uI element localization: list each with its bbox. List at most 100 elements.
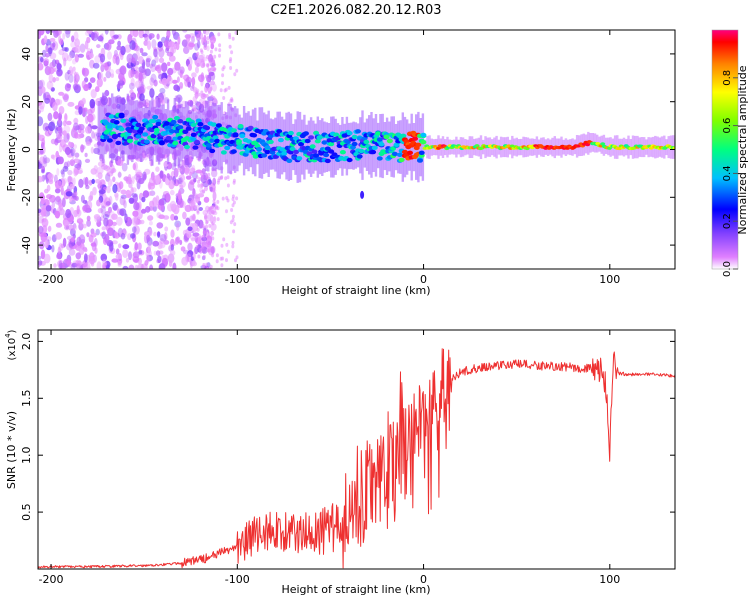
- spectrogram-cell: [97, 208, 104, 214]
- spectrogram-y-tick-label: -20: [20, 188, 33, 206]
- spectrogram-cell: [61, 170, 65, 178]
- spectrogram-cell: [277, 137, 284, 143]
- spectrogram-cell: [216, 199, 220, 204]
- spectrogram-cell: [159, 170, 164, 179]
- spectrogram-cell: [197, 183, 201, 188]
- spectrogram-cell: [78, 123, 85, 131]
- spectrogram-cell: [210, 205, 214, 210]
- spectrogram-cell: [125, 189, 131, 199]
- spectrogram-cell: [230, 128, 237, 133]
- spectrogram-cell: [62, 197, 66, 208]
- spectrogram-cell: [90, 89, 97, 99]
- spectrogram-cell: [75, 45, 81, 54]
- spectrogram-cell: [205, 143, 212, 148]
- spectrogram-cell: [55, 195, 61, 203]
- spectrogram-cell: [224, 87, 228, 92]
- spectrogram-cell: [239, 133, 246, 139]
- colorbar: 0.0 0.2 0.4 0.6 0.8 Normalized spectral ampl…: [711, 29, 749, 277]
- spectrogram-cell: [125, 176, 133, 183]
- spectrogram-cell: [420, 132, 427, 138]
- spectrogram-cell: [89, 52, 94, 59]
- spectrogram-cell: [66, 260, 72, 266]
- spectrogram-cell: [316, 116, 319, 178]
- spectrogram-cell: [202, 209, 208, 216]
- spectrogram-cell: [212, 34, 216, 39]
- spectrogram-cell: [208, 206, 212, 211]
- spectrogram-cell: [132, 210, 139, 217]
- spectrogram-cell: [196, 209, 200, 213]
- spectrogram-cell: [230, 149, 237, 154]
- spectrogram-cell: [55, 222, 63, 228]
- spectrogram-cell: [114, 231, 118, 238]
- spectrogram-cell: [161, 62, 168, 72]
- spectrogram-cell: [222, 237, 226, 242]
- spectrogram-cell: [41, 169, 45, 174]
- snr-y-tick-label: 2.0: [20, 333, 33, 351]
- spectrogram-cell: [179, 82, 184, 89]
- spectrogram-cell: [155, 174, 160, 185]
- spectrogram-cell: [177, 119, 184, 124]
- spectrogram-cell: [412, 136, 418, 141]
- spectrogram-cell: [144, 105, 147, 156]
- spectrogram-cell: [187, 81, 191, 88]
- spectrogram-cell: [50, 30, 56, 33]
- spectrogram-cell: [55, 77, 60, 82]
- spectrogram-cell: [188, 200, 195, 210]
- spectrogram-cell: [150, 63, 156, 73]
- spectrogram-cell: [189, 112, 192, 156]
- spectrogram-cell: [111, 168, 117, 173]
- spectrogram-cell: [53, 174, 58, 183]
- spectrogram-cell: [67, 101, 75, 107]
- spectrogram-cell: [62, 165, 69, 172]
- spectrogram-cell: [209, 148, 216, 154]
- spectrogram-cell: [261, 153, 268, 158]
- spectrogram-cell: [204, 215, 208, 220]
- spectrogram-cell: [138, 250, 143, 255]
- spectrogram-cell: [226, 175, 230, 180]
- spectrogram-cell: [92, 186, 97, 196]
- spectrogram-cell: [127, 128, 133, 134]
- spectrogram-cell: [113, 49, 118, 57]
- spectrogram-cell: [194, 43, 200, 51]
- spectrogram-cell: [97, 101, 100, 155]
- spectrogram-cell: [63, 94, 69, 103]
- spectrogram-cell: [105, 201, 111, 206]
- spectrogram-cell: [188, 33, 196, 39]
- spectrogram-cell: [281, 151, 288, 156]
- spectrogram-cell: [198, 74, 205, 83]
- spectrogram-cell: [232, 180, 236, 185]
- spectrogram-cell: [152, 114, 159, 120]
- spectrogram-cell: [98, 189, 106, 195]
- spectrogram-cell: [158, 140, 165, 145]
- spectrogram-cell: [419, 118, 422, 177]
- spectrogram-cell: [131, 187, 137, 193]
- spectrogram-y-tick-label: 40: [20, 47, 33, 61]
- spectrogram-x-axis-label: Height of straight line (km): [281, 284, 430, 297]
- spectrogram-cell: [231, 36, 235, 41]
- spectrogram-cell: [146, 234, 151, 242]
- spectrogram-cell: [231, 218, 235, 223]
- spectrogram-cell: [84, 77, 89, 83]
- spectrogram-cell: [147, 245, 151, 255]
- spectrogram-cell: [118, 114, 125, 119]
- spectrogram-cell: [193, 86, 198, 92]
- spectrogram-cell: [280, 116, 284, 175]
- spectrogram-cell: [106, 165, 111, 176]
- spectrogram-cell: [113, 96, 116, 161]
- spectrogram-cell: [86, 215, 91, 222]
- spectrogram-cell: [158, 73, 165, 80]
- spectrogram-cell: [132, 163, 136, 171]
- spectrogram-cell: [40, 198, 46, 205]
- spectrogram-cell: [213, 215, 217, 224]
- spectrogram-cell: [153, 79, 158, 87]
- spectrogram-cell: [224, 176, 228, 181]
- spectrogram-cell: [112, 183, 118, 194]
- spectrogram-cell: [174, 61, 181, 71]
- spectrogram-cell: [133, 173, 141, 181]
- spectrogram-cell: [78, 249, 85, 255]
- spectrogram-cell: [208, 99, 212, 104]
- spectrogram-cell: [66, 120, 72, 126]
- spectrogram-cell: [142, 265, 146, 269]
- spectrogram-cell: [79, 99, 86, 105]
- spectrogram-cell: [45, 53, 50, 58]
